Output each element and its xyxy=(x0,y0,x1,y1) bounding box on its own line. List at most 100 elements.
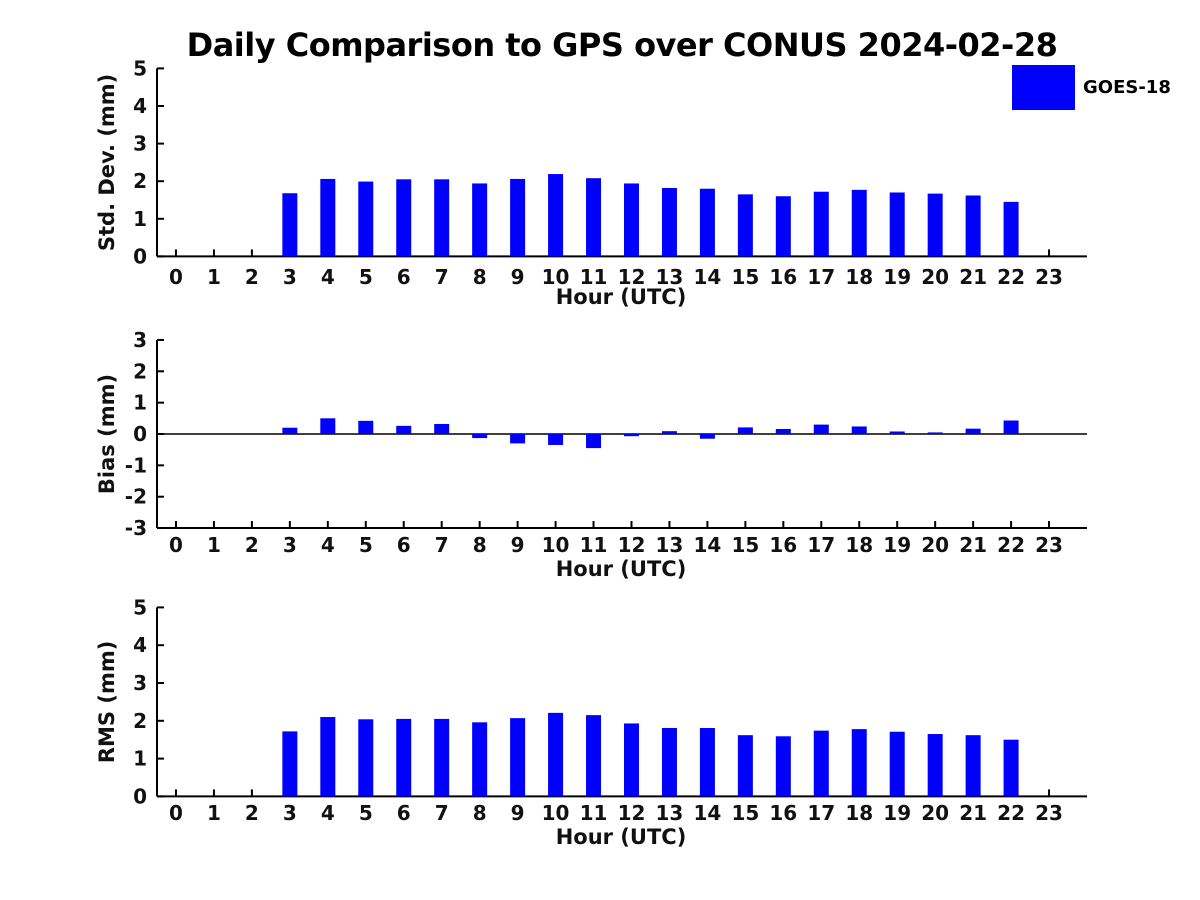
x-tick-label: 21 xyxy=(959,265,987,289)
x-tick-label: 10 xyxy=(542,533,570,557)
y-tick-label: 4 xyxy=(133,94,147,118)
figure-title: Daily Comparison to GPS over CONUS 2024-… xyxy=(186,26,1058,64)
bar-hour-21 xyxy=(965,428,981,434)
bar-hour-7 xyxy=(434,423,450,434)
bar-hour-9 xyxy=(510,434,526,444)
bar-hour-5 xyxy=(358,420,374,434)
bar-hour-13 xyxy=(661,727,677,797)
x-tick-label: 11 xyxy=(580,533,608,557)
x-tick-label: 20 xyxy=(921,533,949,557)
y-tick-label: 5 xyxy=(133,56,147,80)
x-tick-label: 0 xyxy=(169,265,183,289)
y-tick-label: -1 xyxy=(125,453,147,477)
x-tick-label: 1 xyxy=(207,265,221,289)
x-tick-label: 14 xyxy=(693,265,721,289)
bar-hour-18 xyxy=(851,189,867,257)
bar-hour-11 xyxy=(586,715,602,797)
x-tick-label: 5 xyxy=(359,265,373,289)
x-tick-label: 11 xyxy=(580,265,608,289)
x-axis-label: Hour (UTC) xyxy=(556,557,687,581)
x-tick-label: 15 xyxy=(731,265,759,289)
bar-hour-11 xyxy=(586,434,602,449)
legend-label: GOES-18 xyxy=(1083,77,1171,98)
x-tick-label: 9 xyxy=(511,265,525,289)
y-tick-label: 2 xyxy=(133,709,147,733)
x-tick-label: 2 xyxy=(245,265,259,289)
x-tick-label: 2 xyxy=(245,801,259,825)
bar-hour-7 xyxy=(434,718,450,797)
x-tick-label: 23 xyxy=(1035,801,1063,825)
y-axis-label: Bias (mm) xyxy=(95,374,119,494)
bar-hour-22 xyxy=(1003,420,1019,434)
x-tick-label: 20 xyxy=(921,801,949,825)
bar-hour-12 xyxy=(623,434,639,437)
bar-hour-8 xyxy=(472,722,488,797)
y-axis-label: Std. Dev. (mm) xyxy=(95,74,119,251)
legend: GOES-18 xyxy=(1012,65,1171,110)
bar-hour-6 xyxy=(396,179,412,257)
y-tick-label: 3 xyxy=(133,328,147,352)
x-tick-label: 16 xyxy=(769,265,797,289)
x-tick-label: 17 xyxy=(807,533,835,557)
bar-hour-3 xyxy=(282,427,298,434)
bar-hour-14 xyxy=(699,188,715,257)
bar-hour-10 xyxy=(548,712,564,797)
x-tick-label: 0 xyxy=(169,801,183,825)
x-tick-label: 7 xyxy=(435,533,449,557)
x-tick-label: 16 xyxy=(769,533,797,557)
x-tick-label: 18 xyxy=(845,533,873,557)
y-tick-label: -3 xyxy=(125,516,147,540)
bar-hour-4 xyxy=(320,418,336,434)
y-tick-label: -2 xyxy=(125,485,147,509)
bar-hour-11 xyxy=(586,178,602,257)
bar-hour-16 xyxy=(775,736,791,797)
bar-hour-12 xyxy=(623,723,639,797)
x-tick-label: 13 xyxy=(656,801,684,825)
bar-hour-8 xyxy=(472,183,488,257)
y-tick-label: 2 xyxy=(133,359,147,383)
x-tick-label: 6 xyxy=(397,801,411,825)
x-tick-label: 8 xyxy=(473,533,487,557)
x-tick-label: 8 xyxy=(473,801,487,825)
bar-hour-20 xyxy=(927,193,943,257)
x-tick-label: 20 xyxy=(921,265,949,289)
bar-hour-15 xyxy=(737,427,753,434)
x-tick-label: 3 xyxy=(283,533,297,557)
x-tick-label: 12 xyxy=(618,801,646,825)
x-tick-label: 15 xyxy=(731,801,759,825)
bar-hour-5 xyxy=(358,719,374,797)
bar-hour-3 xyxy=(282,731,298,797)
x-tick-label: 4 xyxy=(321,801,335,825)
x-tick-label: 4 xyxy=(321,265,335,289)
x-tick-label: 0 xyxy=(169,533,183,557)
bar-hour-6 xyxy=(396,718,412,797)
x-tick-label: 22 xyxy=(997,265,1025,289)
bar-hour-17 xyxy=(813,191,829,257)
x-tick-label: 23 xyxy=(1035,265,1063,289)
x-tick-label: 7 xyxy=(435,801,449,825)
x-tick-label: 5 xyxy=(359,801,373,825)
bar-hour-13 xyxy=(661,187,677,257)
bar-hour-18 xyxy=(851,729,867,797)
x-tick-label: 14 xyxy=(693,801,721,825)
bar-hour-15 xyxy=(737,194,753,257)
x-tick-label: 21 xyxy=(959,533,987,557)
y-tick-label: 1 xyxy=(133,207,147,231)
x-tick-label: 9 xyxy=(511,801,525,825)
bar-hour-16 xyxy=(775,428,791,434)
x-tick-label: 6 xyxy=(397,265,411,289)
x-tick-label: 13 xyxy=(656,265,684,289)
bar-hour-14 xyxy=(699,434,715,439)
bar-hour-19 xyxy=(889,192,905,257)
bar-hour-13 xyxy=(661,431,677,434)
x-tick-label: 13 xyxy=(656,533,684,557)
x-tick-label: 11 xyxy=(580,801,608,825)
x-tick-label: 18 xyxy=(845,801,873,825)
bar-hour-22 xyxy=(1003,201,1019,257)
x-tick-label: 8 xyxy=(473,265,487,289)
x-tick-label: 16 xyxy=(769,801,797,825)
x-tick-label: 7 xyxy=(435,265,449,289)
x-tick-label: 14 xyxy=(693,533,721,557)
